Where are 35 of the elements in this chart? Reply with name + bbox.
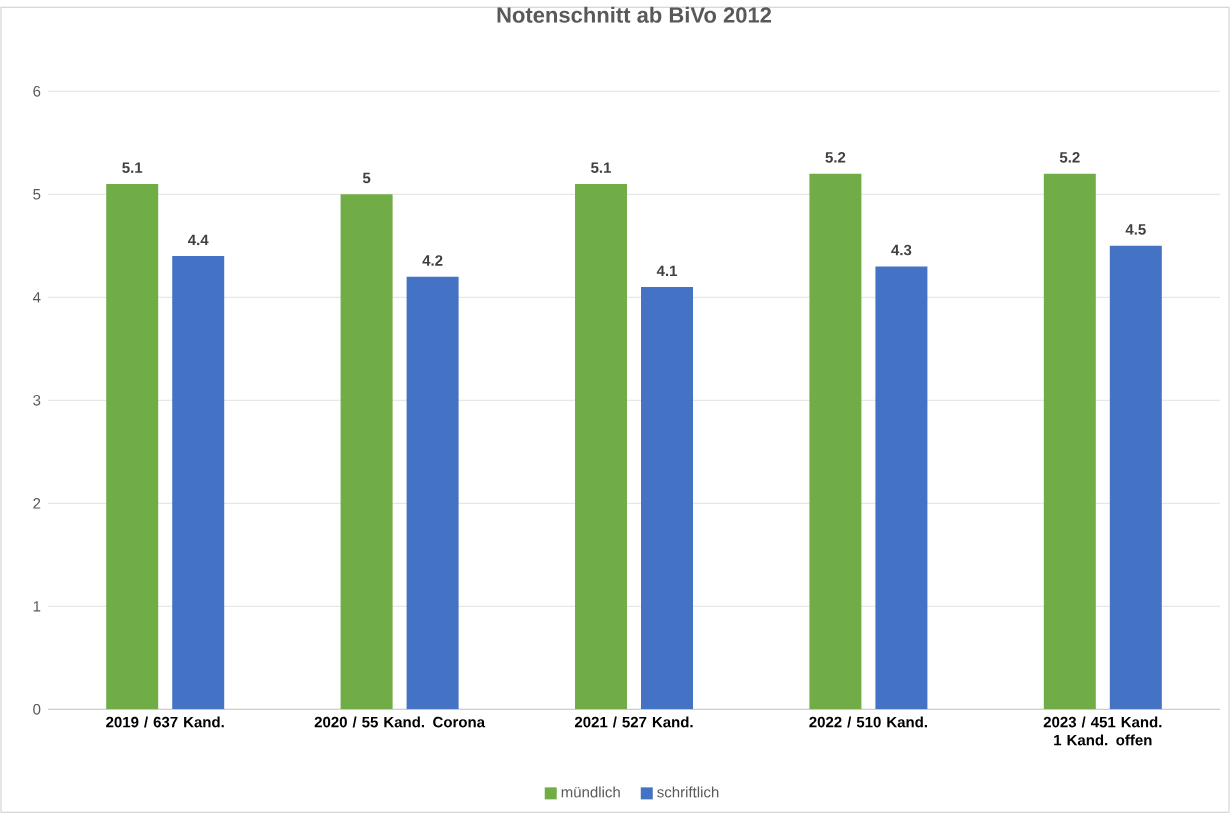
y-tick-label: 2 (33, 497, 41, 509)
x-tick-label: 2019 / 637 Kand. (106, 716, 224, 728)
y-tick-label: 3 (33, 394, 41, 406)
data-label: 5.1 (122, 162, 143, 173)
y-tick-label: 4 (32, 292, 41, 303)
bar (641, 286, 694, 710)
data-label: 4.4 (188, 234, 209, 245)
x-tick-label: 2020 / 55 Kand. Corona (314, 716, 486, 728)
data-label: 4.2 (422, 255, 443, 266)
data-label: 4.3 (891, 244, 912, 256)
bar (809, 173, 862, 710)
bar (1109, 245, 1162, 710)
x-tick-label: 2021 / 527 Kand. (574, 716, 693, 728)
x-tick-label: 2022 / 510 Kand. (809, 716, 927, 728)
bar (172, 255, 225, 710)
bar (1043, 173, 1096, 710)
y-tick-label: 0 (33, 703, 41, 715)
data-label: 5.1 (591, 162, 612, 173)
data-label: 5.2 (825, 151, 846, 163)
bar (875, 266, 928, 710)
legend-label: schriftlich (657, 786, 719, 798)
bar (340, 194, 393, 710)
bar (575, 183, 628, 710)
data-label: 5 (362, 172, 371, 184)
legend-label: mündlich (561, 786, 620, 798)
bar (106, 183, 159, 710)
data-label: 4.1 (656, 265, 678, 276)
chart-title: Notenschnitt ab BiVo 2012 (497, 6, 772, 23)
y-tick-label: 6 (33, 85, 41, 97)
data-label: 5.2 (1059, 151, 1080, 163)
y-tick-label: 1 (33, 601, 41, 612)
y-tick-label: 5 (33, 188, 41, 200)
x-tick-label: 2023 / 451 Kand. 1 Kand. offen (1043, 716, 1162, 746)
data-label: 4.5 (1125, 224, 1146, 235)
bar (406, 276, 459, 710)
